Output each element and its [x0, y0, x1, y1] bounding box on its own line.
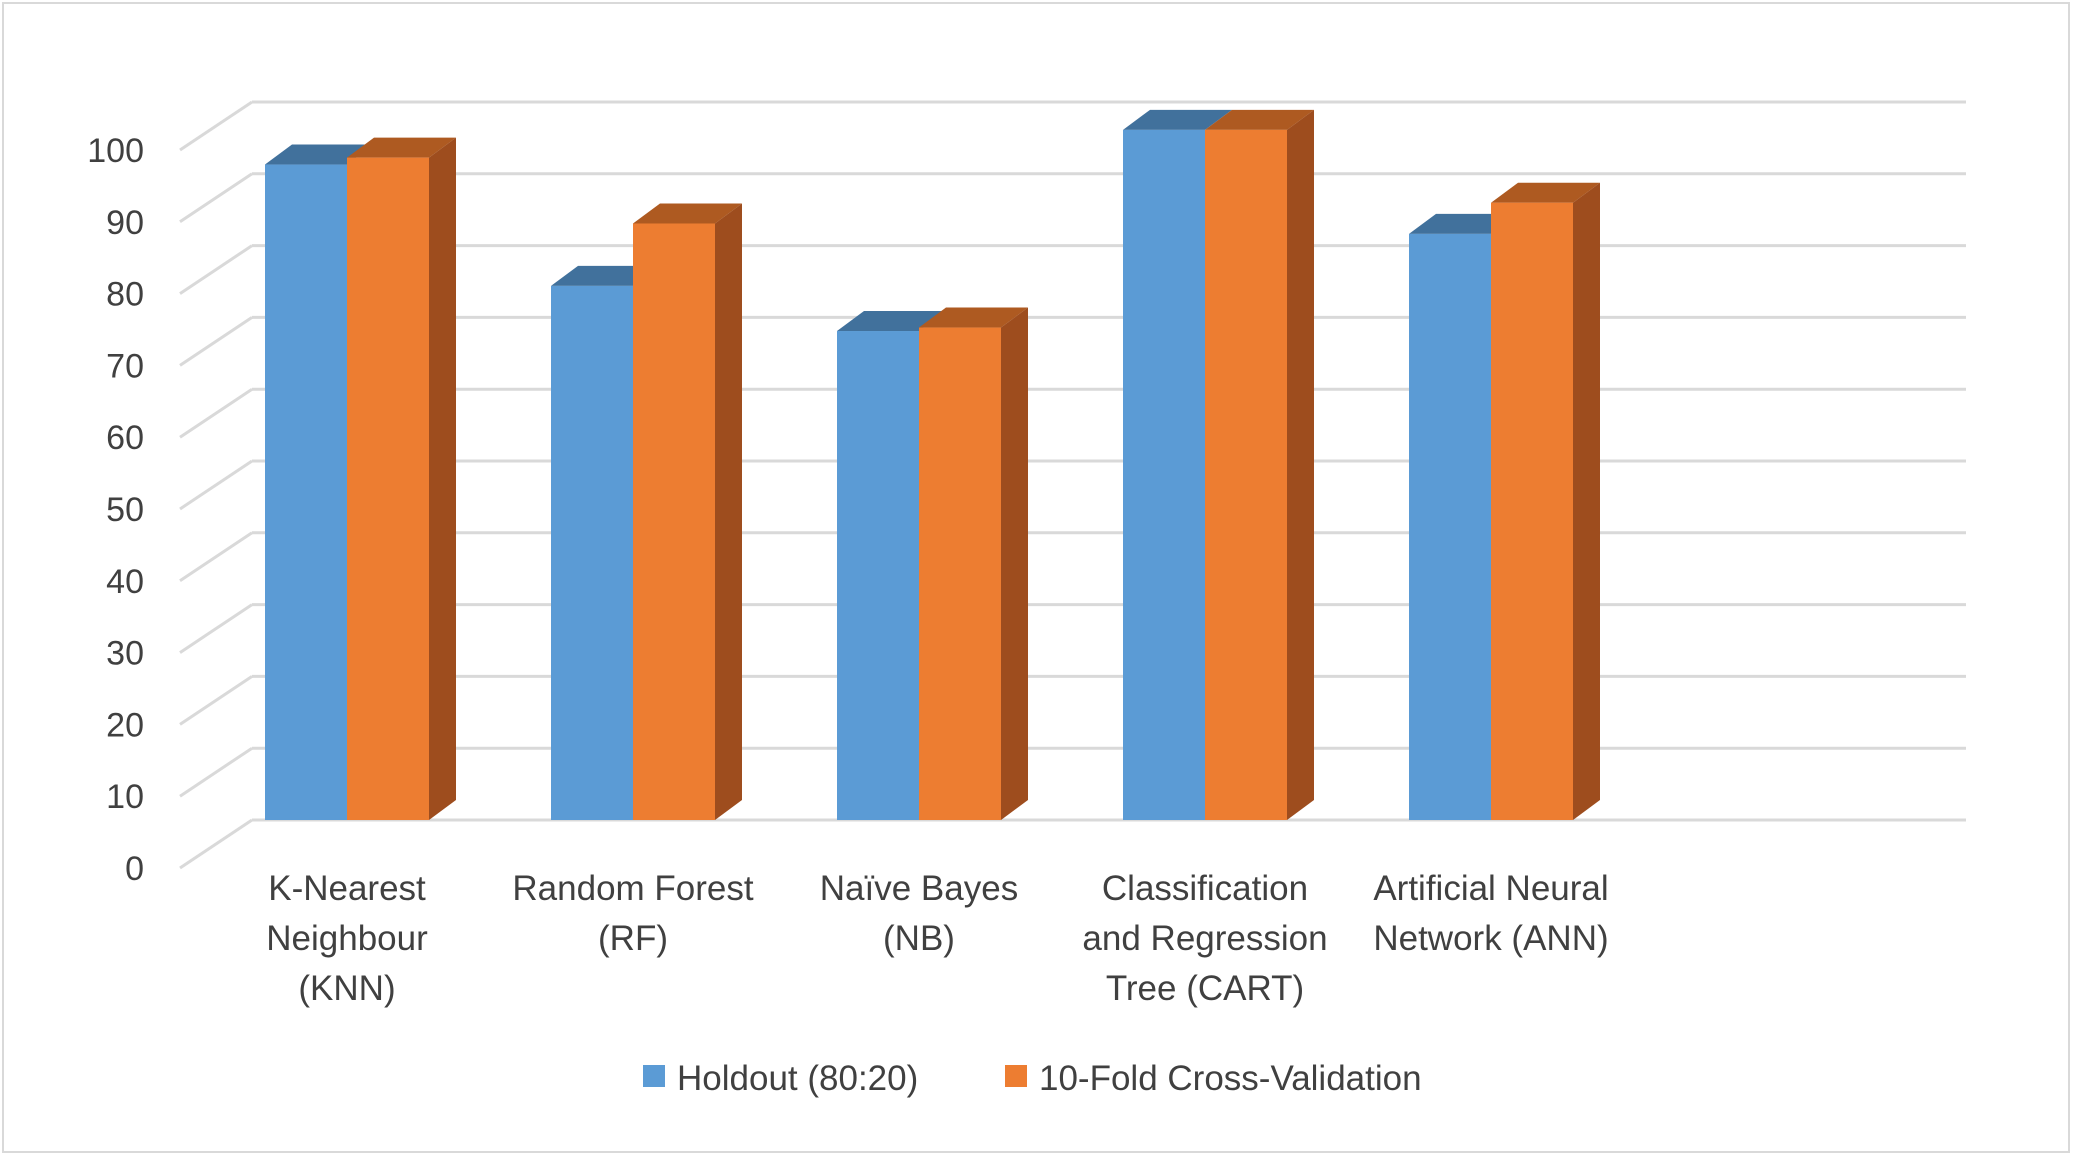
bar-1 [633, 223, 715, 820]
x-tick-label: K-Nearest [268, 869, 426, 908]
bar-0 [837, 331, 919, 820]
bar-side [1001, 307, 1028, 820]
legend-label-0: Holdout (80:20) [677, 1059, 918, 1098]
y-tick-label: 80 [106, 276, 144, 314]
bar-top-1 [1491, 182, 1600, 203]
bar-top-0 [1123, 109, 1232, 130]
x-tick-label: Neighbour [266, 919, 428, 958]
bar-top-0 [551, 265, 660, 286]
legend-label-1: 10-Fold Cross-Validation [1039, 1059, 1422, 1098]
gridline-depth [179, 244, 253, 295]
gridline-depth [179, 603, 253, 654]
y-tick-label: 100 [87, 132, 144, 170]
x-tick-label: (KNN) [298, 969, 395, 1008]
y-tick-label: 50 [106, 491, 144, 529]
x-tick-label: Network (ANN) [1373, 919, 1608, 958]
bar-top-1 [1205, 109, 1314, 130]
x-tick-label: Naïve Bayes [820, 869, 1018, 908]
y-tick-label: 30 [106, 635, 144, 673]
x-tick-label: Artificial Neural [1373, 869, 1608, 908]
y-tick-label: 0 [125, 850, 144, 888]
bar-side [429, 137, 456, 820]
gridline-depth [179, 818, 253, 870]
bar-0 [265, 164, 347, 821]
legend-swatch-0 [643, 1065, 665, 1087]
bar-top-0 [1409, 213, 1518, 234]
bar-side [1573, 182, 1600, 821]
bar-top-1 [919, 307, 1028, 328]
bar-side [715, 203, 742, 820]
gridline-depth [179, 387, 253, 439]
gridline-depth [179, 172, 253, 224]
gridline-depth [179, 675, 253, 726]
bar-0 [1409, 233, 1491, 820]
x-tick-label: Tree (CART) [1106, 969, 1304, 1008]
bar-side [1287, 109, 1314, 821]
bar-1 [347, 157, 429, 820]
bar-1 [919, 327, 1001, 820]
gridline-depth [179, 459, 253, 511]
gridline-depth [179, 746, 253, 798]
bar-0 [1123, 129, 1205, 821]
gridline-depth [179, 100, 253, 152]
x-tick-label: and Regression [1082, 919, 1327, 958]
y-tick-label: 40 [106, 563, 144, 601]
x-tick-label: (RF) [598, 919, 668, 958]
bar-top-0 [265, 144, 374, 165]
gridline-depth [179, 531, 253, 583]
y-tick-label: 60 [106, 419, 144, 457]
x-tick-label: Random Forest [512, 869, 753, 908]
bar-top-1 [347, 137, 456, 158]
x-tick-label: Classification [1102, 869, 1308, 908]
gridline-depth [179, 316, 253, 367]
bar-1 [1491, 202, 1573, 821]
legend-swatch-1 [1005, 1065, 1027, 1087]
y-tick-label: 20 [106, 706, 144, 744]
bar-0 [551, 285, 633, 821]
y-tick-label: 70 [106, 347, 144, 385]
y-tick-label: 10 [106, 778, 144, 816]
bar-1 [1205, 129, 1287, 821]
bar-top-1 [633, 203, 742, 224]
x-tick-label: (NB) [883, 919, 955, 958]
bar-top-0 [837, 311, 946, 332]
y-tick-label: 90 [106, 204, 144, 242]
